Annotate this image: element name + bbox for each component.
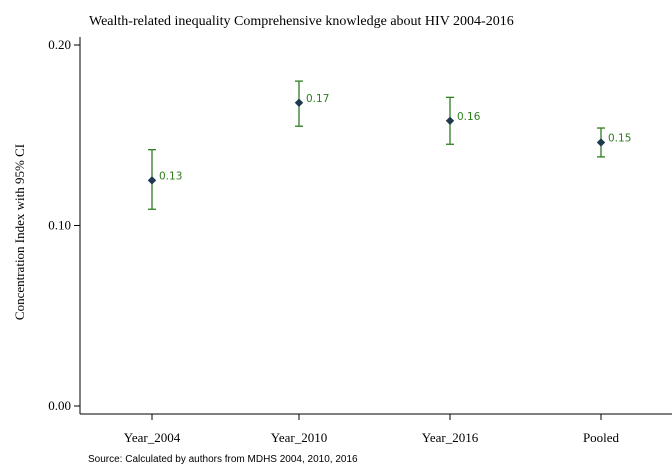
data-label: 0.15 (608, 132, 631, 144)
source-note: Source: Calculated by authors from MDHS … (88, 454, 358, 465)
y-tick-label: 0.10 (48, 218, 71, 233)
data-label: 0.13 (159, 170, 182, 182)
x-tick-label: Year_2016 (422, 430, 479, 445)
y-axis-title: Concentration Index with 95% CI (12, 144, 27, 320)
chart-title: Wealth-related inequality Comprehensive … (89, 14, 514, 29)
x-tick-label: Year_2004 (124, 430, 181, 445)
data-point (596, 138, 606, 147)
data-point (147, 176, 157, 185)
y-tick-label: 0.00 (48, 398, 71, 413)
y-tick-label: 0.20 (48, 37, 71, 52)
x-tick-label: Year_2010 (271, 430, 327, 445)
x-tick-label: Pooled (583, 430, 620, 445)
data-label: 0.17 (306, 93, 329, 105)
data-point (445, 116, 455, 126)
data-label: 0.16 (457, 111, 481, 123)
data-point (294, 98, 304, 107)
